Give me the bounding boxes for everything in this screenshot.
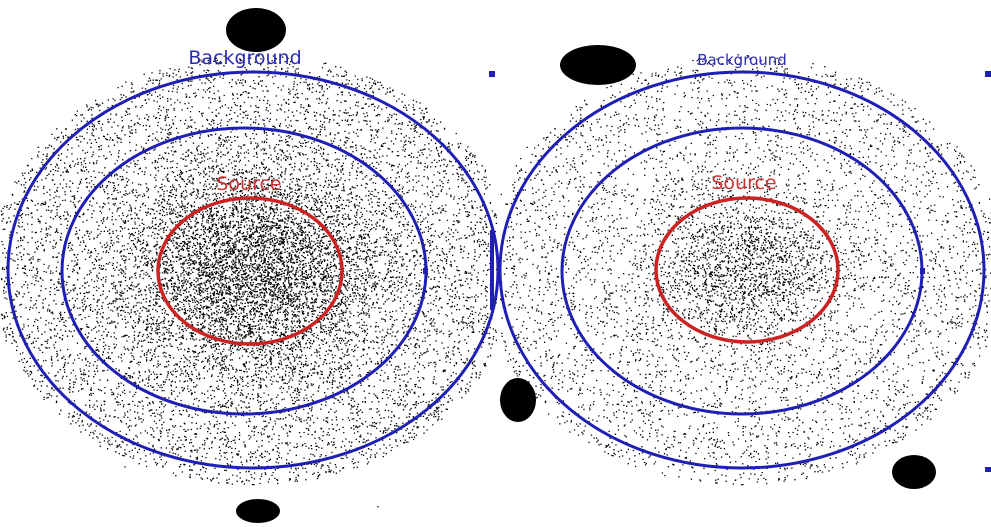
blob — [500, 378, 536, 422]
handle — [985, 467, 991, 472]
background-label: Background — [188, 47, 301, 69]
blob — [236, 499, 280, 523]
image-view: Background Source Background Source — [0, 0, 991, 527]
blob — [560, 45, 636, 85]
source-label: Source — [216, 173, 281, 195]
handle — [985, 71, 991, 77]
background-label: Background — [697, 51, 787, 69]
handle — [423, 268, 428, 274]
handle — [489, 71, 495, 77]
blob — [892, 455, 936, 489]
page: {"panels": [{"background_label": "Backgr… — [0, 0, 991, 527]
source-label: Source — [711, 172, 776, 194]
handle — [490, 230, 494, 310]
handle — [920, 268, 925, 274]
blob — [226, 8, 286, 52]
